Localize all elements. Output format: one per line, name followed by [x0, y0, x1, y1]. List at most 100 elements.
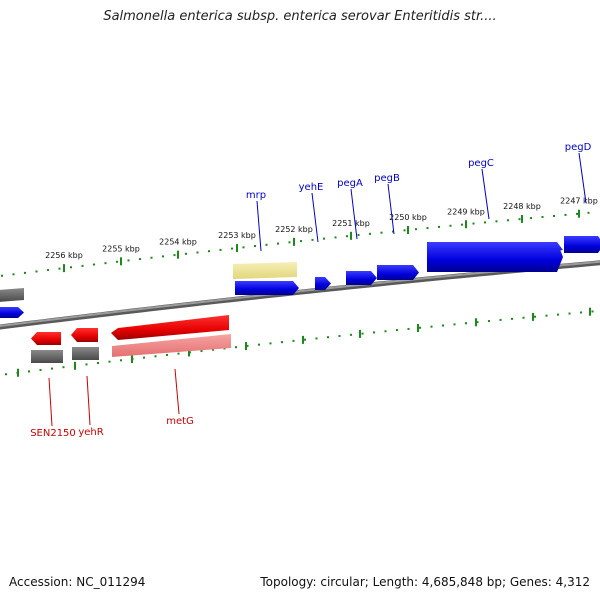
tick-label: 2256 kbp: [45, 251, 83, 260]
minor-tick: [369, 232, 371, 235]
minor-tick: [461, 223, 463, 226]
minor-tick: [281, 341, 283, 344]
minor-tick: [5, 373, 7, 376]
minor-tick: [350, 333, 352, 336]
minor-tick: [403, 229, 406, 232]
minor-tick: [476, 321, 479, 324]
upper-tick-track: 2256 kbp 2255 kbp 2254 kbp 2253 kbp 2252 kbp…: [1, 197, 598, 277]
minor-tick: [246, 344, 249, 347]
minor-tick: [12, 273, 15, 276]
gene-label-pegA: pegA: [337, 178, 363, 189]
minor-tick: [357, 234, 360, 237]
tick-label: 2247 kbp: [560, 197, 598, 206]
gene-yehR-pseudo[interactable]: [72, 347, 99, 360]
tick-label: 2251 kbp: [332, 219, 370, 228]
minor-tick: [430, 325, 433, 328]
tick-label: 2253 kbp: [218, 231, 256, 240]
gene-label-metG: metG: [166, 416, 194, 427]
gene-mrp[interactable]: [235, 281, 299, 295]
minor-tick: [116, 260, 118, 263]
minor-tick: [39, 368, 42, 371]
gene-partial-gray[interactable]: [0, 288, 24, 302]
minor-tick: [277, 242, 279, 245]
minor-tick: [1, 274, 3, 277]
gene-metG-rna[interactable]: [112, 334, 231, 357]
minor-tick: [93, 263, 95, 266]
minor-tick: [534, 315, 536, 318]
leader-line-pegD: [578, 152, 587, 204]
minor-tick: [47, 269, 49, 272]
minor-tick: [166, 353, 168, 356]
minor-tick: [453, 323, 456, 326]
gene-pegB[interactable]: [377, 265, 419, 280]
minor-tick: [173, 254, 176, 257]
minor-tick: [373, 331, 375, 334]
minor-tick: [300, 240, 302, 243]
minor-tick: [576, 212, 578, 215]
minor-tick: [265, 243, 268, 246]
gene-SEN2150-pseudo[interactable]: [31, 350, 63, 363]
minor-tick: [28, 370, 30, 373]
minor-tick: [311, 238, 314, 241]
minor-tick: [196, 251, 199, 254]
minor-tick: [231, 247, 233, 250]
accession-text: Accession: NC_011294: [9, 575, 146, 589]
minor-tick: [511, 317, 513, 320]
leader-line-pegB: [387, 183, 395, 235]
minor-tick: [495, 220, 498, 223]
minor-tick: [384, 330, 387, 333]
minor-tick: [108, 360, 111, 363]
gene-metG[interactable]: [111, 315, 229, 340]
minor-tick: [150, 256, 153, 259]
minor-tick: [407, 327, 410, 330]
gene-yehR[interactable]: [71, 328, 98, 342]
gene-pegD[interactable]: [564, 236, 600, 253]
minor-tick: [541, 216, 544, 219]
minor-tick: [219, 248, 222, 251]
minor-tick: [24, 271, 26, 274]
tick-label: 2252 kbp: [275, 225, 313, 234]
gene-yehE[interactable]: [315, 277, 331, 290]
tick-label: 2250 kbp: [389, 213, 427, 222]
leader-line-yehE: [311, 192, 319, 243]
minor-tick: [545, 314, 548, 317]
minor-tick: [568, 312, 571, 315]
minor-tick: [557, 313, 559, 316]
gene-pegA[interactable]: [346, 271, 377, 285]
gene-track[interactable]: [0, 236, 600, 363]
gene-label-SEN2150: SEN2150: [30, 428, 76, 439]
minor-tick: [472, 222, 475, 225]
leader-line-mrp: [256, 200, 262, 252]
minor-tick: [346, 235, 348, 238]
minor-tick: [127, 259, 130, 262]
minor-tick: [327, 336, 329, 339]
minor-tick: [120, 359, 122, 362]
minor-tick: [449, 224, 452, 227]
minor-tick: [419, 326, 421, 329]
minor-tick: [58, 267, 61, 270]
minor-tick: [162, 255, 164, 258]
gene-partial-blue[interactable]: [0, 307, 24, 318]
minor-tick: [269, 342, 272, 345]
minor-tick: [292, 339, 295, 342]
gene-pegC-body[interactable]: [427, 242, 563, 272]
minor-tick: [484, 221, 486, 224]
minor-tick: [361, 332, 364, 335]
minor-tick: [507, 219, 509, 222]
minor-tick: [104, 262, 107, 265]
minor-tick: [154, 355, 157, 358]
minor-tick: [580, 311, 582, 314]
gene-mrp-feature[interactable]: [233, 262, 297, 279]
minor-tick: [426, 227, 429, 230]
minor-tick: [338, 335, 341, 338]
minor-tick: [334, 236, 337, 239]
gene-label-yehE: yehE: [299, 182, 324, 193]
tick-label: 2254 kbp: [159, 238, 197, 247]
minor-tick: [185, 252, 187, 255]
minor-tick: [499, 318, 502, 321]
minor-tick: [97, 362, 99, 365]
gene-SEN2150[interactable]: [31, 332, 61, 345]
minor-tick: [465, 322, 467, 325]
minor-tick: [315, 337, 318, 340]
